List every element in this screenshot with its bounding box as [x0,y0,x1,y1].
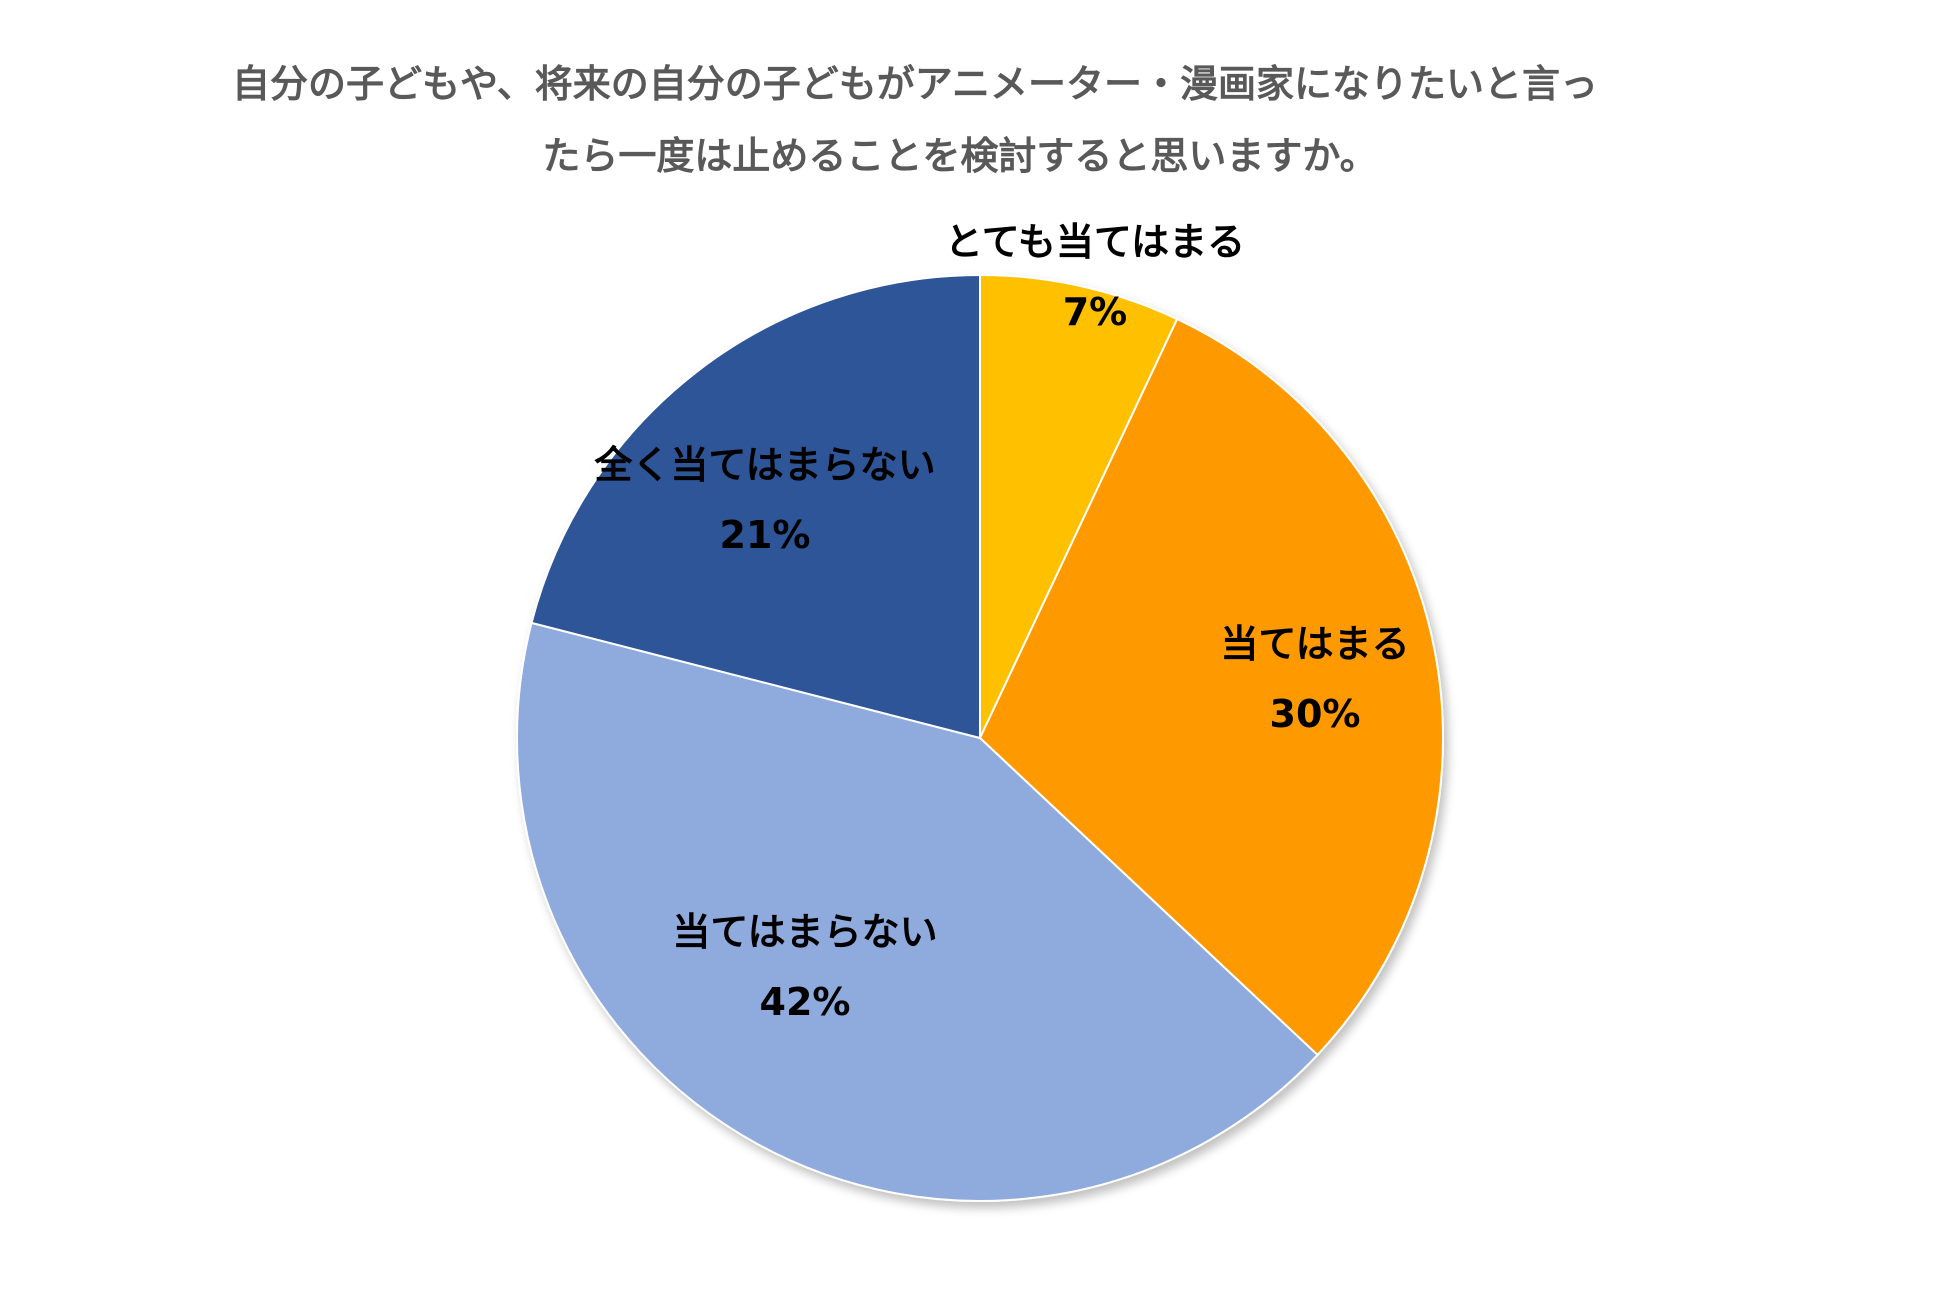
slice-mattaku-atehamaranai [530,273,981,740]
slice-category-label: 全く当てはまらない [593,443,935,487]
slice-category-label: とても当てはまる [945,220,1245,264]
slice-category-label: 当てはまらない [672,910,937,954]
chart-title-line-1: 自分の子どもや、将来の自分の子どもがアニメーター・漫画家になりたいと言っ [231,62,1599,106]
chart-title: 自分の子どもや、将来の自分の子どもがアニメーター・漫画家になりたいと言っ たら一… [0,48,1950,192]
slice-atehamaranai [516,621,1319,1202]
slice-percentage-label: 30% [1270,692,1361,736]
slice-category-label: 当てはまる [1220,622,1409,666]
slice-percentage-label: 21% [720,513,811,557]
pie-slices [516,273,1444,1202]
slice-percentage-label: 7% [1063,290,1128,334]
slice-percentage-label: 42% [760,980,851,1024]
slice-totemo-atehamaru [979,273,1179,739]
chart-title-line-2: たら一度は止めることを検討すると思いますか。 [542,134,1378,178]
pie-data-labels: とても当てはまる 7% 当てはまる 30% 当てはまらない 42% 全く当てはまらない 21% [593,220,1409,1024]
slice-atehamaru [978,317,1444,1057]
